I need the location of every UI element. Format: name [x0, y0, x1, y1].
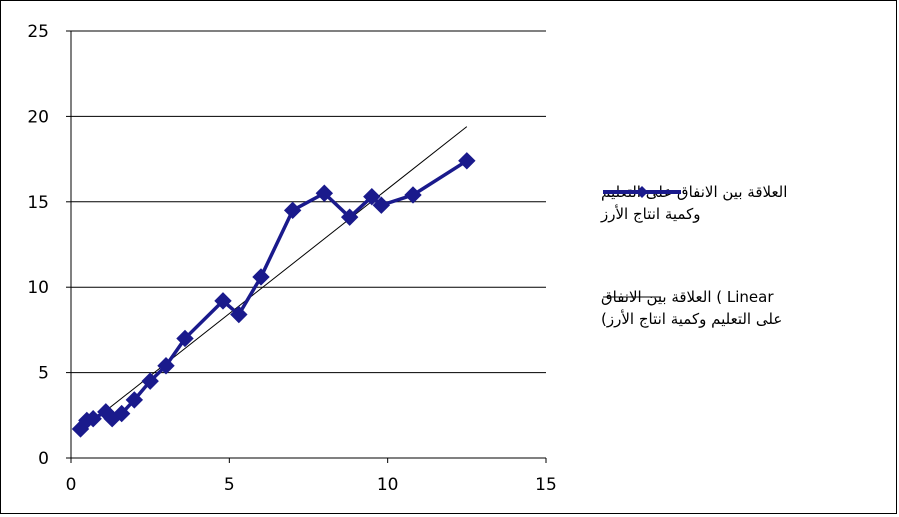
trendline: [80, 126, 468, 432]
legend-label-trendline-line1: Linear ) العلاقة بين الانفاق: [601, 288, 774, 306]
data-point-17: [372, 196, 391, 214]
y-tick-label-5: 25: [27, 22, 49, 42]
y-tick-label-1: 5: [38, 364, 49, 384]
legend-marker-trendline: [603, 296, 661, 298]
x-tick-label-1: 5: [224, 475, 235, 495]
x-tick-label-3: 15: [535, 475, 557, 495]
y-tick-label-3: 15: [27, 193, 49, 213]
y-tick-label-0: 0: [38, 449, 49, 469]
y-tick-label-2: 10: [27, 278, 49, 298]
data-point-16: [363, 187, 381, 206]
data-point-7: [141, 372, 159, 390]
legend-label-trendline-line2: على التعليم وكمية انتاج الأرز): [601, 310, 783, 328]
legend-marker-series: [603, 186, 681, 198]
data-point-10: [214, 292, 232, 310]
legend-entry-trendline: Linear ) العلاقة بين الانفاق على التعليم…: [601, 286, 899, 330]
data-point-5: [112, 404, 131, 423]
data-point-6: [125, 391, 144, 409]
series-line: [79, 159, 468, 431]
data-point-11: [230, 305, 248, 324]
data-point-13: [283, 201, 302, 220]
data-point-2: [84, 410, 102, 428]
data-point-15: [340, 208, 359, 226]
data-point-9: [176, 329, 194, 348]
legend-label-series-line2: وكمية انتاج الأرز: [601, 205, 701, 223]
data-point-19: [458, 152, 476, 170]
data-point-18: [404, 186, 422, 204]
legend-entry-series: العلاقة بين الانفاق على التعليم وكمية ان…: [601, 181, 899, 225]
data-point-8: [157, 357, 175, 375]
x-tick-label-0: 0: [66, 475, 77, 495]
data-point-14: [315, 184, 334, 202]
data-point-12: [252, 268, 270, 286]
y-tick-label-4: 20: [27, 107, 49, 127]
x-tick-label-2: 10: [377, 475, 399, 495]
legend-label-series-line1: العلاقة بين الانفاق على التعليم: [601, 183, 788, 201]
